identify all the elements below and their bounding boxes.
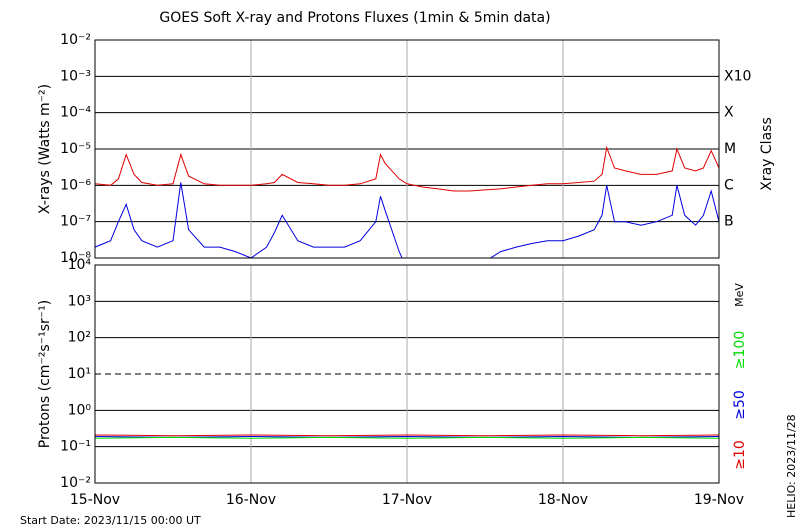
- series-name: ≥50: [732, 390, 748, 420]
- y2-axis-label: Xray Class: [759, 117, 775, 191]
- plot-frame: [94, 39, 720, 259]
- series-line: [95, 182, 719, 258]
- y-tick-label: 10⁻³: [60, 68, 91, 84]
- y-tick-label: 10¹: [68, 366, 91, 382]
- helio-stamp: HELIO: 2023/11/28: [785, 414, 798, 518]
- y-axis-label: X-rays (Watts m⁻²): [37, 84, 53, 214]
- class-label: M: [724, 141, 736, 157]
- y-tick-label: 10⁻²: [60, 32, 91, 48]
- class-label: C: [724, 177, 734, 193]
- y-axis-label: Protons (cm⁻²s⁻¹sr⁻¹): [37, 300, 53, 449]
- x-tick-label: 16-Nov: [226, 492, 276, 508]
- y-tick-label: 10²: [68, 330, 91, 346]
- series-line: [95, 435, 719, 438]
- class-label: B: [724, 214, 734, 230]
- class-label: X: [724, 105, 734, 121]
- y-tick-label: 10⁰: [68, 402, 92, 418]
- series-name: ≥10: [732, 440, 748, 470]
- y-tick-label: 10⁻¹: [60, 439, 91, 455]
- plot-frame: [94, 264, 720, 484]
- series-line: [95, 434, 719, 437]
- start-date: Start Date: 2023/11/15 00:00 UT: [20, 514, 201, 527]
- class-label: X10: [724, 68, 751, 84]
- x-tick-label: 17-Nov: [382, 492, 432, 508]
- chart-title: GOES Soft X-ray and Protons Fluxes (1min…: [159, 10, 550, 26]
- y-tick-label: 10⁻⁵: [60, 141, 91, 157]
- x-tick-label: 15-Nov: [70, 492, 120, 508]
- y-tick-label: 10⁻⁷: [60, 214, 91, 230]
- y-tick-label: 10³: [68, 293, 91, 309]
- y-tick-label: 10⁻²: [60, 475, 91, 491]
- x-tick-label: 19-Nov: [694, 492, 744, 508]
- series-name: ≥100: [732, 331, 748, 369]
- y-tick-label: 10⁴: [68, 257, 92, 273]
- y-tick-label: 10⁻⁴: [60, 105, 91, 121]
- y-tick-label: 10⁻⁸: [60, 250, 91, 266]
- unit-label: MeV: [733, 283, 746, 307]
- series-line: [95, 436, 719, 439]
- series-line: [95, 145, 719, 192]
- y-tick-label: 10⁻⁶: [60, 177, 91, 193]
- x-tick-label: 18-Nov: [538, 492, 588, 508]
